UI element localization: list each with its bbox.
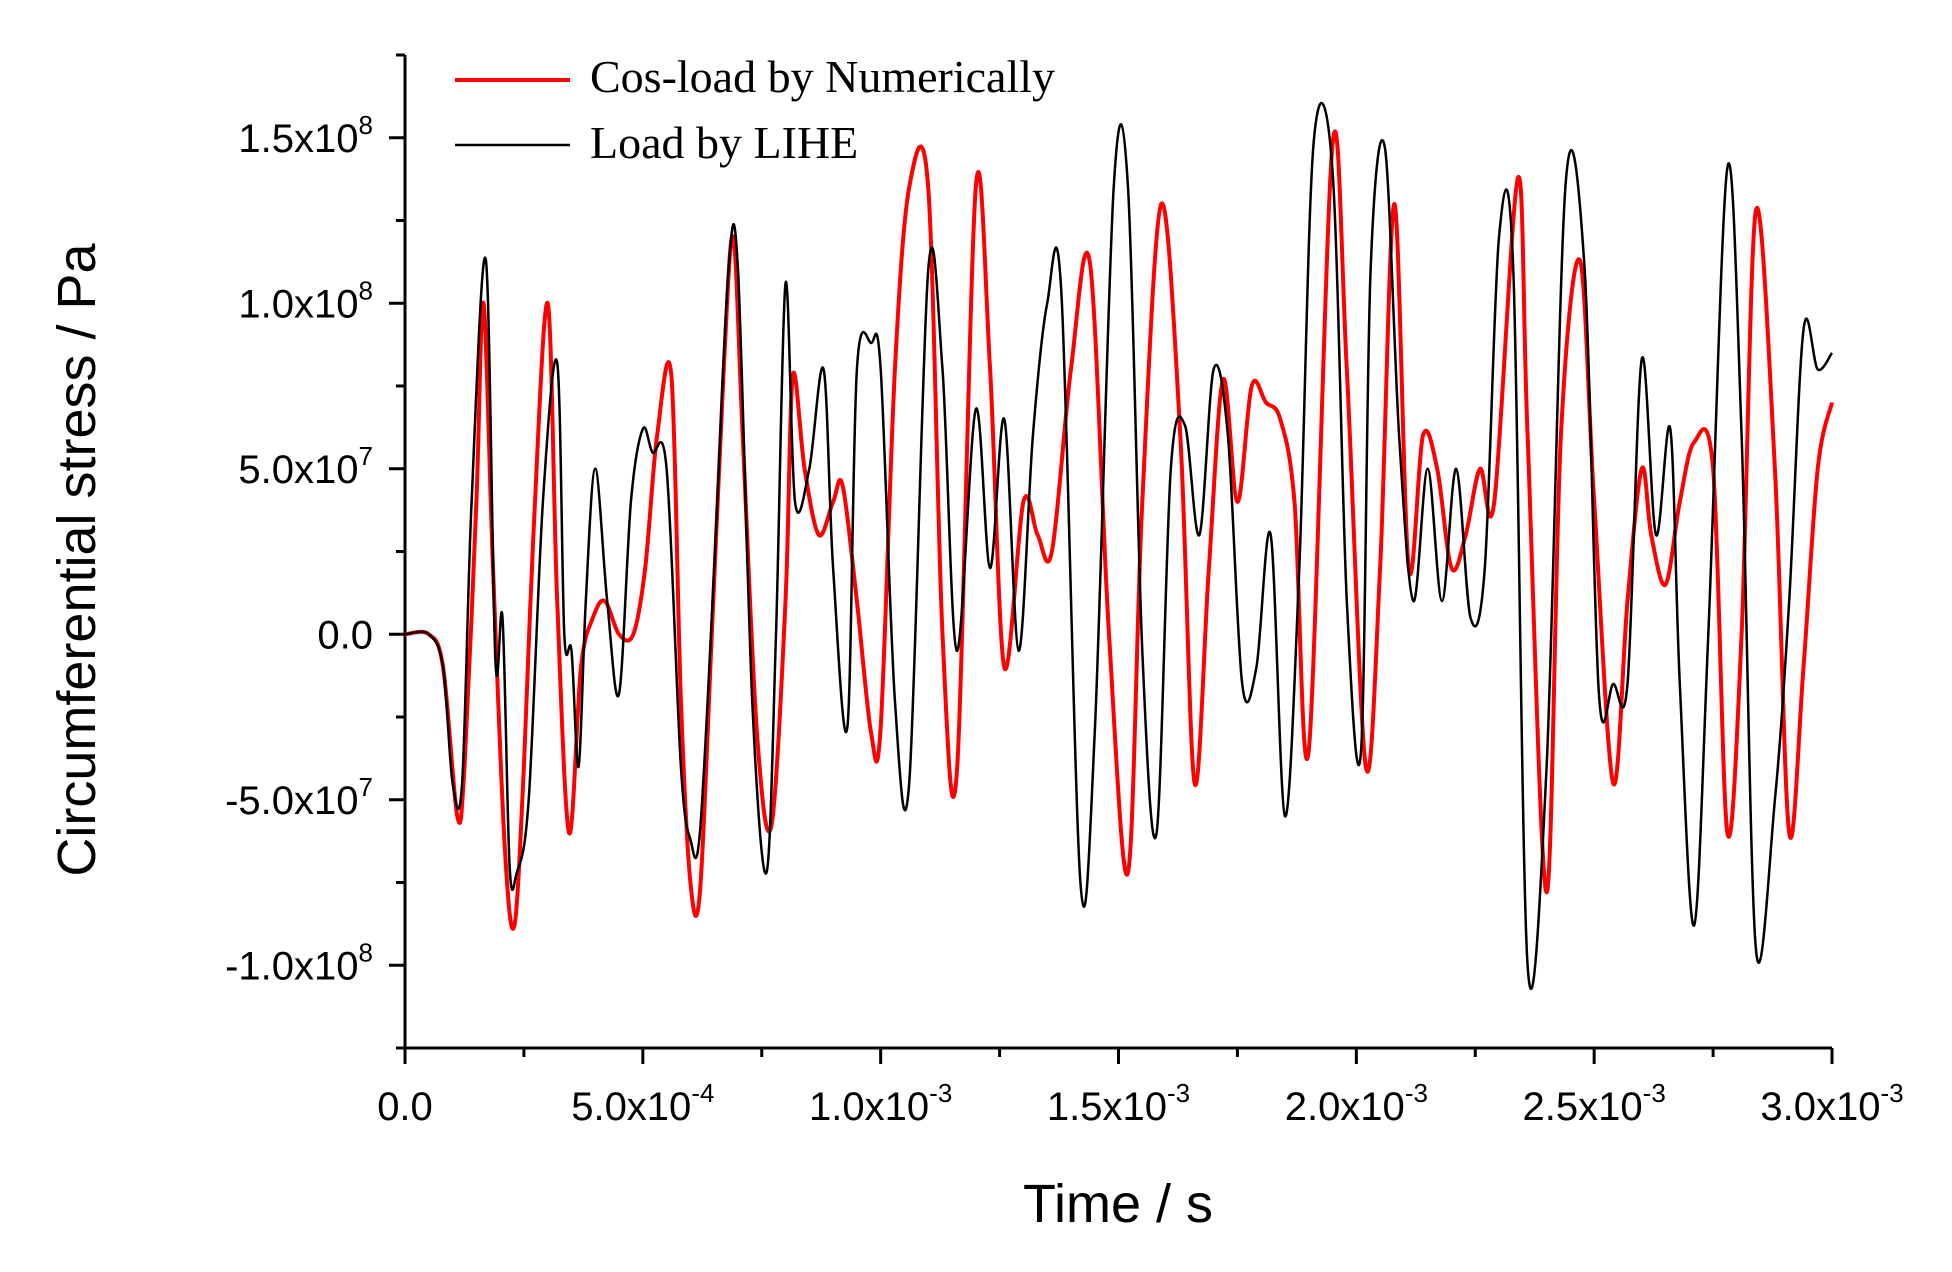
- y-tick-label-mantissa: -1.0x10: [225, 944, 358, 988]
- series-line-cos-load: [404, 129, 1834, 931]
- x-tick-label: 1.5x10-3: [1047, 1078, 1190, 1129]
- legend: Cos-load by Numerically Load by LIHE: [455, 51, 1055, 168]
- x-tick-label-exponent: -3: [1643, 1078, 1666, 1108]
- x-tick-label-exponent: -3: [1405, 1078, 1428, 1108]
- y-tick-label: -5.0x107: [225, 772, 373, 823]
- series-line-lihe: [404, 102, 1834, 991]
- y-tick-label: 1.0x108: [238, 275, 373, 326]
- y-tick-label-mantissa: 1.0x10: [238, 282, 358, 326]
- series-layer: [404, 102, 1834, 991]
- legend-label-lihe: Load by LIHE: [590, 117, 858, 168]
- x-axis-title: Time / s: [1023, 1174, 1213, 1234]
- y-tick-label-mantissa: 5.0x10: [238, 448, 358, 492]
- y-tick-label-exponent: 7: [359, 441, 373, 471]
- x-tick-label: 5.0x10-4: [571, 1078, 714, 1129]
- x-tick-label: 3.0x10-3: [1760, 1078, 1903, 1129]
- y-tick-label-mantissa: -5.0x10: [225, 779, 358, 823]
- x-tick-label-exponent: -4: [691, 1078, 714, 1108]
- x-ticks: 0.0 5.0x10-4 1.0x10-3 1.5x10-3 2.0x10-3 2.5x1…: [377, 1048, 1904, 1129]
- x-tick-label-exponent: -3: [1167, 1078, 1190, 1108]
- y-tick-label: 5.0x107: [238, 441, 373, 492]
- y-tick-label-mantissa: 0.0: [317, 613, 373, 657]
- y-tick-label-exponent: 8: [359, 937, 373, 967]
- x-tick-label: 1.0x10-3: [809, 1078, 952, 1129]
- x-tick-label: 2.0x10-3: [1285, 1078, 1428, 1129]
- y-tick-label-exponent: 7: [359, 772, 373, 802]
- x-tick-label-exponent: -3: [929, 1078, 952, 1108]
- x-tick-label-mantissa: 5.0x10: [571, 1085, 691, 1129]
- x-tick-label: 0.0: [377, 1085, 433, 1129]
- y-tick-label: 1.5x108: [238, 110, 373, 161]
- x-tick-label-mantissa: 0.0: [377, 1085, 433, 1129]
- plot-area: 0.0 5.0x10-4 1.0x10-3 1.5x10-3 2.0x10-3 2.5x1…: [225, 53, 1904, 1129]
- x-tick-label-mantissa: 1.5x10: [1047, 1085, 1167, 1129]
- x-tick-label: 2.5x10-3: [1523, 1078, 1666, 1129]
- y-axis-title: Circumferential stress / Pa: [47, 242, 107, 876]
- y-tick-label: -1.0x108: [225, 937, 373, 988]
- y-tick-label: 0.0: [317, 613, 373, 657]
- legend-label-cos-load: Cos-load by Numerically: [590, 51, 1055, 102]
- y-tick-label-mantissa: 1.5x10: [238, 117, 358, 161]
- y-tick-label-exponent: 8: [359, 110, 373, 140]
- x-tick-label-mantissa: 3.0x10: [1760, 1085, 1880, 1129]
- x-tick-label-mantissa: 1.0x10: [809, 1085, 929, 1129]
- y-tick-label-exponent: 8: [359, 275, 373, 305]
- x-tick-label-mantissa: 2.0x10: [1285, 1085, 1405, 1129]
- x-tick-label-exponent: -3: [1880, 1078, 1903, 1108]
- x-tick-label-mantissa: 2.5x10: [1523, 1085, 1643, 1129]
